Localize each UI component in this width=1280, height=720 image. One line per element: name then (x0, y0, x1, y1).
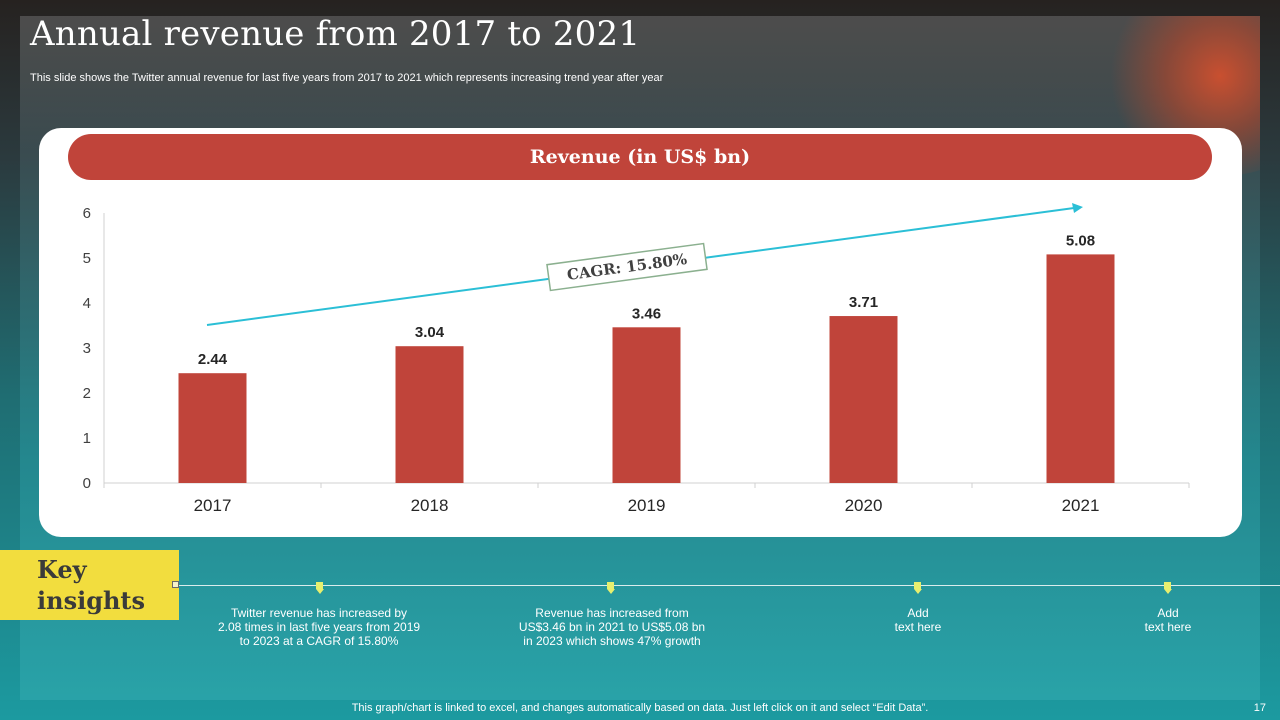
key-insights-label: Key insights (37, 554, 179, 616)
bar-2020 (829, 316, 898, 483)
chart-title: Revenue (in US$ bn) (68, 134, 1212, 180)
y-tick-label: 3 (83, 340, 91, 357)
x-tick-label: 2017 (194, 496, 232, 515)
cagr-annotation: CAGR: 15.80% (546, 242, 708, 292)
footer-note: This graph/chart is linked to excel, and… (351, 702, 929, 714)
timeline-start-handle (172, 581, 179, 588)
key-insights-word: Key (37, 555, 87, 584)
data-label: 5.08 (1066, 232, 1095, 249)
timeline-marker (1163, 582, 1172, 596)
page-subtitle: This slide shows the Twitter annual reve… (30, 72, 664, 84)
key-insights-heading: Key insights (0, 550, 179, 620)
x-tick-label: 2018 (411, 496, 449, 515)
data-label: 3.04 (415, 324, 445, 341)
data-label: 2.44 (198, 351, 228, 368)
y-tick-label: 2 (83, 385, 91, 402)
insights-timeline (176, 585, 1280, 586)
bar-2021 (1046, 254, 1115, 483)
bar-2019 (612, 327, 681, 483)
page-title: Annual revenue from 2017 to 2021 (30, 14, 641, 54)
insight-text-1: Twitter revenue has increased by 2.08 ti… (217, 606, 421, 648)
timeline-marker (913, 582, 922, 596)
cagr-annotation-box (546, 242, 708, 292)
insight-text-4: Add text here (1144, 606, 1192, 634)
y-tick-label: 1 (83, 430, 91, 447)
y-tick-label: 6 (83, 205, 91, 222)
timeline-marker (315, 582, 324, 596)
y-tick-label: 0 (83, 475, 91, 492)
insight-text-2: Revenue has increased from US$3.46 bn in… (518, 606, 706, 648)
insight-text-3: Add text here (894, 606, 942, 634)
x-tick-label: 2020 (845, 496, 883, 515)
bar-2018 (395, 346, 464, 483)
y-tick-label: 5 (83, 250, 91, 267)
y-tick-label: 4 (83, 295, 91, 312)
bar-2017 (178, 373, 247, 483)
data-label: 3.71 (849, 294, 878, 311)
key-insights-word: insights (37, 586, 146, 615)
x-tick-label: 2021 (1062, 496, 1100, 515)
cagr-arrowhead (1072, 203, 1083, 213)
timeline-marker (606, 582, 615, 596)
page-number: 17 (1253, 702, 1266, 714)
data-label: 3.46 (632, 305, 661, 322)
x-tick-label: 2019 (628, 496, 666, 515)
